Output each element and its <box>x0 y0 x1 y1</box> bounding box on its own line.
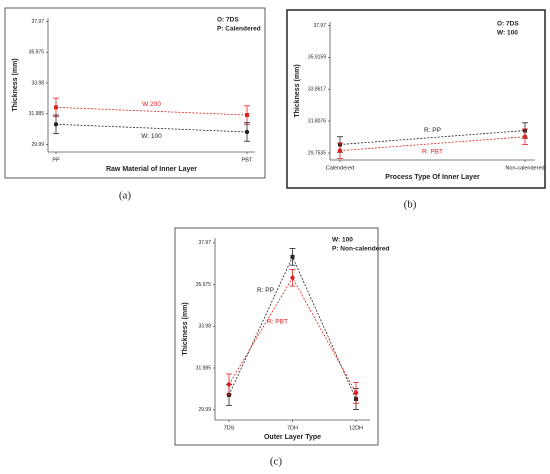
caption: (c) <box>270 456 283 468</box>
annotation: O: 7DS <box>217 17 239 24</box>
series-line <box>339 130 526 145</box>
point <box>337 148 343 153</box>
y-axis-label: Thickness (mm) <box>12 58 19 111</box>
point <box>54 105 58 110</box>
caption: (b) <box>404 199 417 211</box>
series-label: W 200 <box>142 101 161 108</box>
series-label: R: PBT <box>267 318 288 325</box>
x-tick-label: 7DH <box>287 425 298 431</box>
x-tick-label: PP <box>52 157 60 163</box>
series-label: R: PP <box>257 287 274 294</box>
point <box>53 122 59 127</box>
x-axis-label: Outer Layer Type <box>264 434 321 441</box>
y-tick-label: 37.97 <box>313 23 326 29</box>
y-axis-label: Thickness (mm) <box>294 64 301 117</box>
frame <box>286 9 546 189</box>
x-tick-label: PBT <box>242 157 253 163</box>
y-tick-label: 29.99 <box>198 407 211 413</box>
y-tick-label: 29.7535 <box>308 150 326 156</box>
series-label: R: PP <box>424 127 441 134</box>
y-tick-label: 29.99 <box>31 142 44 148</box>
y-tick-label: 37.97 <box>31 19 44 25</box>
series-label: R: PBT <box>422 148 443 155</box>
y-tick-label: 33.98 <box>198 324 211 330</box>
annotation: P: Non-calendered <box>332 246 389 253</box>
x-tick-label: Calendered <box>326 165 354 171</box>
x-tick-label: 12DH <box>349 425 363 431</box>
y-tick-label: 35.975 <box>29 50 45 56</box>
series-line <box>339 136 526 152</box>
point <box>522 134 528 139</box>
annotation: O: 7DS <box>497 21 519 28</box>
point <box>226 382 232 387</box>
x-tick-label: Non-calendered <box>505 165 544 171</box>
series-line <box>55 123 248 133</box>
point <box>290 275 295 280</box>
y-tick-label: 35.9159 <box>308 55 326 61</box>
y-tick-label: 35.975 <box>196 282 212 288</box>
y-tick-label: 31.985 <box>29 111 45 117</box>
point <box>353 390 359 396</box>
y-tick-label: 37.97 <box>198 240 211 246</box>
y-tick-label: 31.985 <box>196 365 212 371</box>
series-line <box>55 106 248 116</box>
point <box>245 113 249 118</box>
frame <box>174 227 379 446</box>
point <box>290 254 295 259</box>
y-axis-label: Thickness (mm) <box>182 302 189 355</box>
y-tick-label: 33.98 <box>31 80 44 86</box>
y-tick-label: 31.8076 <box>308 118 326 124</box>
y-tick-label: 33.8617 <box>308 87 326 93</box>
point <box>244 129 250 135</box>
x-axis-label: Raw Material of Inner Layer <box>106 166 197 173</box>
series-line <box>228 276 357 393</box>
series-label: W: 100 <box>141 133 162 140</box>
caption: (a) <box>119 190 132 202</box>
annotation: W: 100 <box>332 237 353 244</box>
annotation: P: Calendered <box>217 26 261 33</box>
frame <box>4 7 266 179</box>
x-axis-label: Process Type Of Inner Layer <box>385 174 480 181</box>
annotation: W: 100 <box>497 30 518 37</box>
x-tick-label: 7DS <box>224 425 235 431</box>
